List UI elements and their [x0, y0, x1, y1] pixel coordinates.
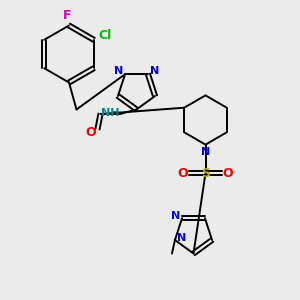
- Text: N: N: [114, 66, 123, 76]
- Text: O: O: [223, 167, 233, 180]
- Text: N: N: [177, 232, 186, 243]
- Text: N: N: [171, 211, 180, 221]
- Text: NH: NH: [101, 107, 120, 118]
- Text: O: O: [85, 125, 96, 139]
- Text: O: O: [178, 167, 188, 180]
- Text: Cl: Cl: [98, 29, 112, 42]
- Text: S: S: [201, 167, 210, 180]
- Text: N: N: [150, 66, 159, 76]
- Text: F: F: [63, 9, 72, 22]
- Text: N: N: [201, 147, 210, 157]
